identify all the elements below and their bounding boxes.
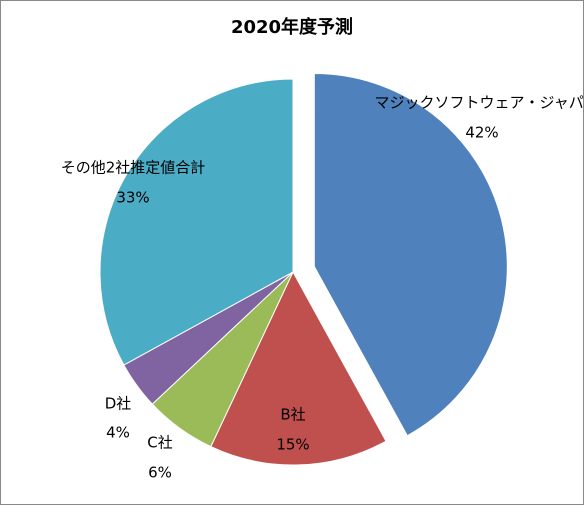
slice-label: その他2社推定値合計 [61, 159, 206, 177]
slice-label: C社 [147, 434, 172, 452]
slice-label: D社 [105, 395, 132, 413]
slice-label: B社 [280, 406, 305, 424]
slice-value-label: 4% [106, 424, 130, 442]
slice-value-label: 33% [116, 189, 149, 207]
pie-slice [99, 78, 294, 366]
pie-slice [313, 73, 508, 437]
slice-value-label: 15% [276, 436, 309, 454]
slice-value-label: 42% [465, 124, 498, 142]
chart-title: 2020年度予測 [231, 16, 353, 38]
pie-slice [210, 270, 387, 466]
slice-label: マジックソフトウェア・ジャパン [374, 94, 584, 112]
slice-value-label: 6% [148, 464, 172, 482]
